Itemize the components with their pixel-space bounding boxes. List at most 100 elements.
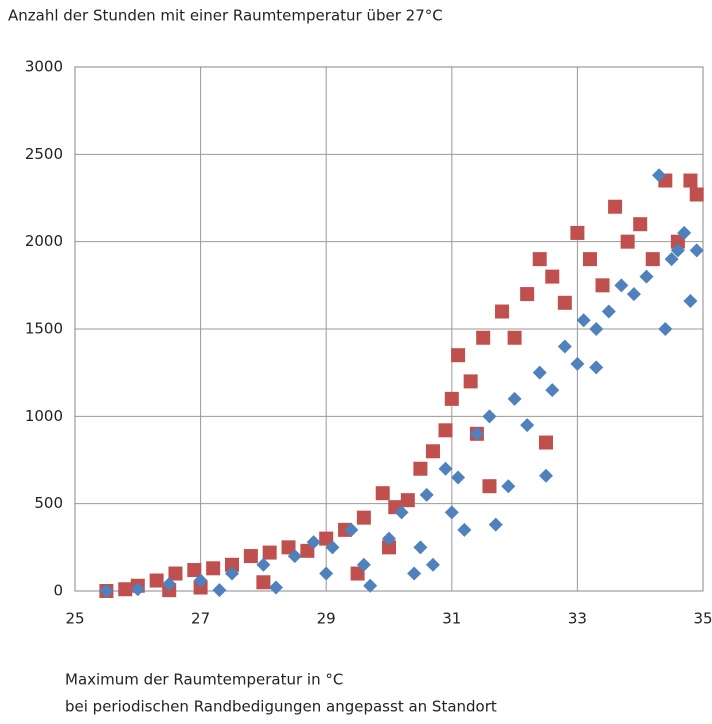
marker bbox=[225, 557, 239, 572]
plot-border bbox=[74, 66, 704, 592]
marker bbox=[469, 426, 484, 441]
marker bbox=[363, 578, 378, 593]
marker bbox=[287, 549, 302, 564]
marker bbox=[652, 168, 667, 183]
x-axis-label: Maximum der Raumtemperatur in °C bbox=[65, 671, 343, 689]
marker bbox=[306, 535, 321, 550]
y-tick-label: 500 bbox=[34, 494, 63, 512]
marker bbox=[425, 557, 440, 572]
x-axis-label: bei periodischen Randbedigungen angepass… bbox=[65, 698, 497, 716]
marker bbox=[413, 540, 428, 555]
y-tick-label: 2000 bbox=[25, 232, 63, 250]
marker bbox=[225, 566, 239, 581]
marker bbox=[626, 287, 641, 302]
marker bbox=[451, 470, 466, 485]
marker bbox=[444, 391, 459, 406]
marker bbox=[520, 287, 535, 302]
marker bbox=[683, 294, 698, 309]
marker bbox=[614, 278, 629, 293]
marker bbox=[664, 252, 679, 267]
marker bbox=[633, 217, 648, 232]
marker bbox=[639, 269, 654, 284]
marker bbox=[645, 252, 660, 267]
marker bbox=[162, 577, 177, 592]
marker bbox=[689, 187, 704, 202]
marker bbox=[350, 566, 365, 581]
marker bbox=[582, 252, 597, 267]
marker bbox=[658, 322, 673, 336]
marker bbox=[570, 225, 585, 240]
marker bbox=[118, 582, 133, 597]
marker bbox=[438, 461, 453, 476]
marker bbox=[356, 557, 371, 572]
marker bbox=[407, 566, 422, 581]
marker bbox=[394, 505, 409, 520]
marker bbox=[438, 423, 453, 438]
marker bbox=[256, 575, 271, 590]
marker bbox=[444, 505, 459, 520]
x-tick-label: 35 bbox=[693, 610, 712, 628]
marker bbox=[570, 356, 585, 371]
marker bbox=[576, 313, 591, 328]
marker bbox=[608, 199, 623, 214]
x-tick-label: 29 bbox=[317, 610, 336, 628]
y-tick-label: 1000 bbox=[25, 407, 63, 425]
marker bbox=[451, 348, 466, 363]
marker bbox=[557, 339, 572, 354]
marker bbox=[476, 330, 491, 345]
marker bbox=[187, 563, 202, 578]
marker bbox=[413, 461, 428, 476]
marker bbox=[319, 566, 334, 581]
marker bbox=[325, 540, 340, 555]
x-tick-label: 27 bbox=[191, 610, 210, 628]
marker bbox=[488, 517, 503, 532]
marker bbox=[262, 545, 277, 560]
marker bbox=[495, 304, 510, 319]
marker bbox=[281, 540, 296, 555]
x-tick-label: 33 bbox=[568, 610, 587, 628]
marker bbox=[520, 418, 535, 433]
marker bbox=[545, 383, 560, 398]
marker bbox=[532, 252, 547, 267]
marker bbox=[268, 580, 283, 595]
marker bbox=[670, 234, 685, 249]
marker bbox=[539, 468, 553, 483]
marker bbox=[319, 531, 334, 546]
marker bbox=[545, 269, 560, 284]
marker bbox=[507, 330, 522, 345]
marker bbox=[344, 522, 359, 537]
marker bbox=[589, 322, 604, 336]
marker bbox=[256, 557, 271, 572]
marker bbox=[677, 225, 692, 240]
y-tick-label: 2500 bbox=[25, 145, 63, 163]
marker bbox=[382, 531, 396, 546]
marker bbox=[507, 391, 522, 406]
y-tick-label: 3000 bbox=[25, 58, 63, 76]
marker bbox=[670, 243, 685, 258]
marker bbox=[482, 409, 497, 424]
marker bbox=[300, 543, 315, 558]
marker bbox=[425, 444, 440, 459]
marker bbox=[419, 487, 434, 502]
marker bbox=[620, 234, 635, 249]
marker bbox=[683, 173, 698, 188]
marker bbox=[193, 573, 208, 588]
marker bbox=[601, 304, 616, 319]
marker bbox=[243, 549, 258, 564]
chart-title: Anzahl der Stunden mit einer Raumtempera… bbox=[8, 7, 443, 25]
marker bbox=[99, 584, 114, 598]
x-tick-label: 25 bbox=[65, 610, 84, 628]
marker bbox=[595, 278, 610, 293]
marker bbox=[539, 435, 553, 450]
marker bbox=[532, 365, 547, 380]
marker bbox=[356, 510, 371, 525]
marker bbox=[212, 583, 227, 598]
marker bbox=[557, 295, 572, 310]
marker bbox=[463, 374, 478, 389]
marker bbox=[206, 561, 221, 576]
marker bbox=[482, 479, 497, 494]
marker bbox=[382, 540, 396, 555]
marker bbox=[375, 486, 390, 501]
y-tick-label: 1500 bbox=[25, 320, 63, 338]
